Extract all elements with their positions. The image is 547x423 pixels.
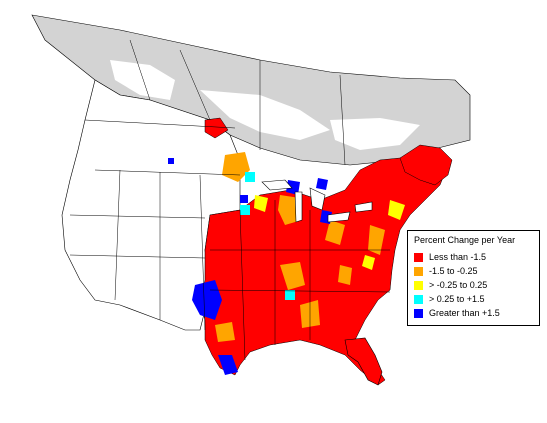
legend-label: -1.5 to -0.25 <box>429 266 478 276</box>
lake <box>327 211 351 223</box>
legend-title: Percent Change per Year <box>414 235 516 245</box>
boundary <box>94 169 241 176</box>
legend-item-stable: > -0.25 to 0.25 <box>414 279 487 291</box>
legend-label: > 0.25 to +1.5 <box>429 294 485 304</box>
blue-patch <box>240 195 248 203</box>
lake <box>309 187 326 211</box>
legend-label: > -0.25 to 0.25 <box>429 280 488 290</box>
blue-patch <box>218 355 238 375</box>
legend-label: Less than -1.5 <box>429 252 487 262</box>
orange-patch <box>325 220 345 245</box>
boundary <box>339 74 346 166</box>
boundary-lines <box>69 39 391 361</box>
florida <box>344 337 383 386</box>
blue-patch <box>168 158 174 164</box>
eastern-canada-decline <box>399 144 453 186</box>
western-land <box>61 79 241 331</box>
legend-swatch <box>414 294 423 304</box>
boundary <box>69 254 206 259</box>
lake <box>261 179 293 191</box>
lake <box>354 201 373 213</box>
lake <box>294 191 303 223</box>
no-data-patch <box>330 118 420 150</box>
boundary <box>84 119 236 129</box>
legend-item-increase: > 0.25 to +1.5 <box>414 293 485 305</box>
blue-patch <box>316 178 328 190</box>
orange-patch <box>215 322 235 342</box>
legend: Percent Change per Year Less than -1.5 -… <box>407 230 540 326</box>
orange-patch <box>280 262 305 290</box>
yellow-patch <box>254 195 268 212</box>
hudson-bay-patch <box>204 117 229 139</box>
stable-patches <box>254 195 405 270</box>
great-lakes <box>261 179 373 223</box>
cyan-patch <box>285 290 295 300</box>
boundary <box>239 209 246 361</box>
boundary <box>129 39 151 101</box>
boundary <box>69 214 206 219</box>
no-data-patch <box>110 60 175 100</box>
legend-swatch <box>414 308 423 318</box>
legend-swatch <box>414 252 423 262</box>
boundary <box>179 49 211 121</box>
legend-swatch <box>414 266 423 276</box>
legend-label: Greater than +1.5 <box>429 308 500 318</box>
orange-patch <box>368 225 385 255</box>
legend-item-less-than: Less than -1.5 <box>414 251 486 263</box>
blue-patch <box>286 180 300 195</box>
cyan-patch <box>240 205 250 215</box>
legend-swatch <box>414 280 423 290</box>
cyan-patch <box>245 172 255 182</box>
boundary <box>114 169 121 301</box>
no-data-patch <box>200 90 330 140</box>
legend-item-moderate-decline: -1.5 to -0.25 <box>414 265 478 277</box>
orange-patch <box>338 265 352 285</box>
yellow-patch <box>362 255 375 270</box>
boundary <box>209 289 391 293</box>
increase-patches <box>240 172 295 300</box>
legend-item-greater-than: Greater than +1.5 <box>414 307 500 319</box>
yellow-patch <box>388 200 405 220</box>
boundary <box>199 174 206 331</box>
